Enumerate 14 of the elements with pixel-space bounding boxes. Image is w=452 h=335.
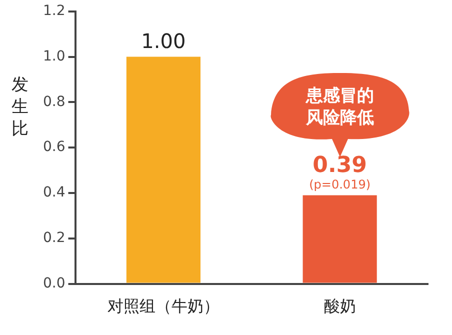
annotation: (p=0.019) [309, 177, 371, 192]
y-axis-title: 发生比 [10, 74, 30, 140]
x-tick-label: 对照组（牛奶） [107, 296, 220, 316]
data-label: 0.39 [312, 152, 367, 178]
y-tick-label: 1.2 [43, 3, 66, 20]
y-tick-label: 0.0 [43, 275, 66, 292]
y-tick-label: 1.0 [43, 48, 66, 64]
data-label: 1.00 [141, 29, 186, 54]
y-tick-label: 0.2 [43, 230, 66, 246]
annotation: 患感冒的风险降低 [304, 85, 375, 130]
y-tick-label: 0.4 [43, 184, 66, 201]
y-tick-label: 0.6 [43, 139, 66, 156]
x-tick-label: 酸奶 [324, 296, 356, 316]
y-tick-label: 0.8 [43, 94, 66, 110]
